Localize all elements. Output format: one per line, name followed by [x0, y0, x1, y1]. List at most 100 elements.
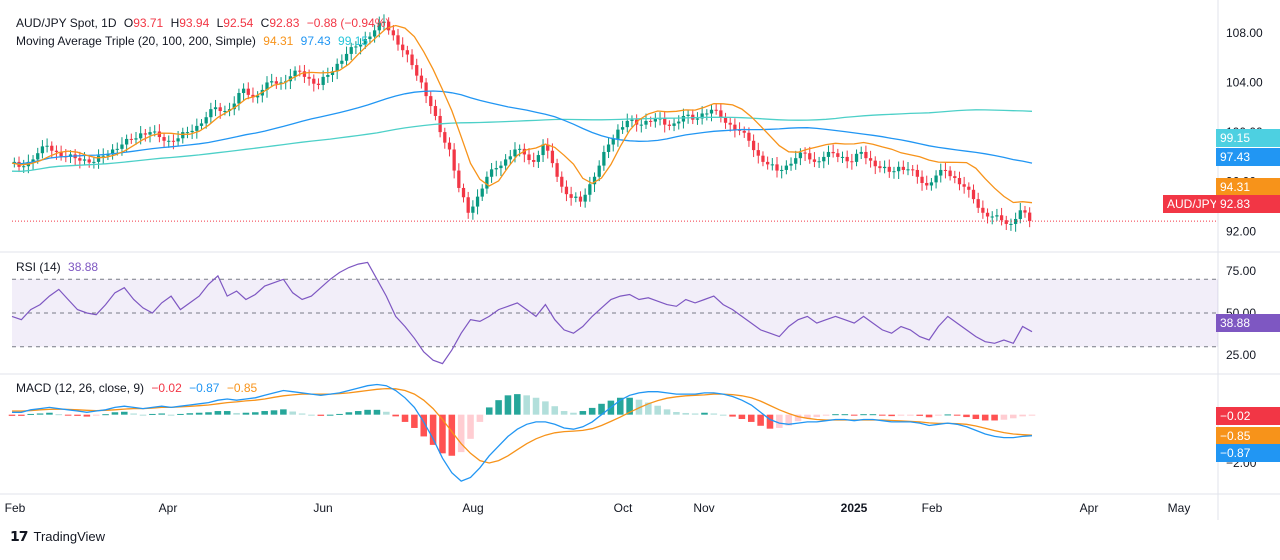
candle-body: [508, 156, 512, 160]
footer[interactable]: 𝟭𝟳 TradingView: [10, 528, 105, 545]
candle-body: [181, 132, 185, 139]
last-price-tag: 92.83: [1216, 195, 1280, 213]
candle-body: [40, 146, 45, 154]
candle-body: [897, 166, 901, 172]
candle-body: [92, 161, 96, 163]
rsi-tick-label: 25.00: [1226, 348, 1256, 362]
macd-histogram-bar: [888, 414, 895, 417]
candle-body: [536, 155, 541, 162]
candle-body: [368, 36, 372, 40]
candle-body: [620, 127, 625, 130]
candle-body: [971, 189, 976, 200]
candle-body: [560, 176, 564, 187]
candle-body: [246, 88, 250, 95]
candle-body: [667, 124, 672, 126]
macd-histogram-bar: [850, 414, 858, 416]
candle-body: [382, 21, 386, 23]
candle-body: [377, 22, 381, 31]
candle-body: [232, 103, 236, 110]
macd-histogram-bar: [186, 413, 194, 415]
candle-body: [766, 161, 770, 165]
candle-body: [550, 150, 555, 164]
candle-body: [110, 149, 115, 155]
candle-body: [588, 184, 592, 195]
candle-body: [101, 155, 105, 157]
macd-histogram-bar: [701, 412, 708, 415]
candle-body: [148, 132, 152, 135]
ma100-line: [11, 90, 1033, 165]
ma200-value: 99.15: [338, 34, 369, 48]
time-tick-label: Feb: [922, 501, 943, 515]
candle-body: [677, 121, 681, 124]
macd-histogram-bar: [907, 414, 914, 416]
candle-body: [270, 81, 274, 83]
macd-histogram-bar: [55, 414, 63, 416]
candle-body: [340, 60, 344, 64]
candle-body: [185, 132, 190, 134]
candle-body: [12, 161, 16, 164]
macd-histogram-bar: [860, 414, 867, 416]
ohlc-open: O93.71: [123, 16, 164, 30]
candle-body: [1023, 210, 1027, 213]
macd-histogram-bar: [298, 413, 306, 415]
macd-signal-value: −0.85: [226, 381, 258, 395]
macd-histogram-bar: [635, 399, 643, 415]
candle-body: [953, 176, 957, 179]
time-tick-label: Apr: [159, 501, 178, 515]
symbol-tag: AUD/JPY: [1163, 195, 1220, 213]
macd-legend[interactable]: MACD (12, 26, close, 9) −0.02 −0.87 −0.8…: [16, 381, 261, 396]
candle-body: [176, 138, 180, 142]
macd-histogram-bar: [102, 414, 109, 416]
macd-histogram-bar: [111, 412, 119, 415]
candle-body: [948, 170, 952, 177]
candle-body: [321, 76, 325, 85]
candle-body: [892, 171, 896, 173]
candle-body: [494, 168, 498, 170]
candle-body: [129, 138, 133, 140]
candle-body: [714, 109, 718, 111]
candle-body: [929, 182, 934, 186]
macd-histogram-bar: [46, 412, 53, 415]
macd-histogram-bar: [401, 414, 409, 422]
candle-body: [241, 88, 246, 94]
macd-histogram-bar: [822, 414, 830, 416]
time-tick-label: Jun: [313, 501, 332, 515]
ohlc-close: C92.83: [260, 16, 300, 30]
macd-histogram-bar: [879, 414, 886, 416]
candle-body: [751, 140, 756, 151]
macd-histogram-bar: [261, 411, 268, 415]
candle-body: [639, 124, 643, 126]
candle-body: [87, 159, 91, 163]
rsi-legend[interactable]: RSI (14) 38.88: [16, 260, 102, 275]
macd-histogram-bar: [785, 414, 792, 426]
candle-body: [967, 186, 971, 190]
candle-body: [330, 71, 335, 76]
macd-histogram-bar: [813, 414, 821, 418]
candle-body: [489, 169, 494, 177]
macd-histogram-bar: [233, 412, 240, 415]
candle-body: [279, 82, 283, 84]
macd-histogram-bar: [925, 414, 933, 418]
candle-body: [873, 160, 877, 167]
macd-histogram-bar: [1019, 414, 1026, 417]
macd-histogram-bar: [373, 409, 381, 415]
candle-body: [546, 144, 550, 151]
ma-legend[interactable]: Moving Average Triple (20, 100, 200, Sim…: [16, 34, 372, 49]
candle-body: [387, 21, 391, 31]
macd-histogram-bar: [420, 414, 428, 437]
candle-body: [728, 122, 732, 125]
time-tick-label: Apr: [1080, 501, 1099, 515]
candle-body: [611, 138, 615, 145]
macd-hist-value: −0.02: [151, 381, 182, 395]
candle-body: [199, 123, 204, 126]
macd-histogram-bar: [92, 414, 100, 416]
candle-body: [298, 70, 302, 72]
candle-body: [265, 82, 269, 90]
candle-body: [302, 71, 307, 77]
candle-body: [812, 159, 817, 162]
candle-body: [606, 144, 611, 152]
macd-histogram-bar: [354, 411, 362, 415]
candle-body: [134, 138, 138, 140]
axes: 108.00104.00100.0096.0092.0075.0050.0025…: [5, 26, 1263, 515]
